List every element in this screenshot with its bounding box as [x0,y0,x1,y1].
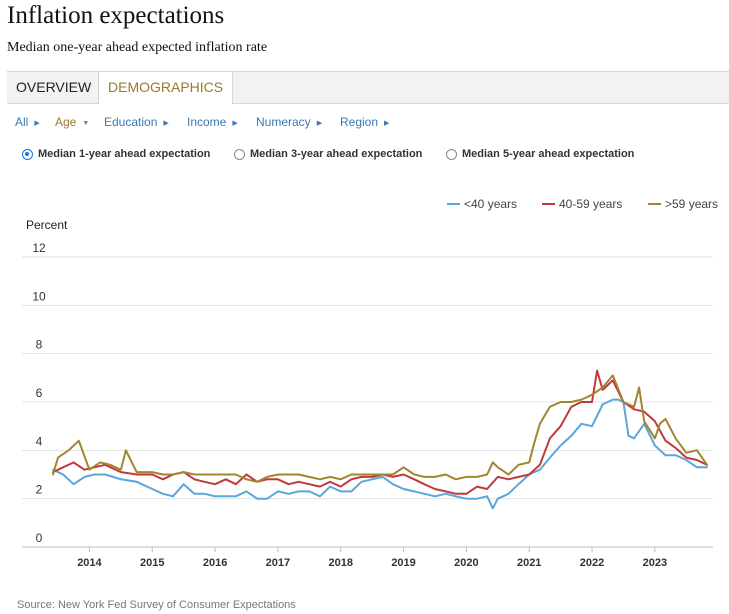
filter-region-label: Region [340,115,379,129]
y-tick-label: 0 [36,531,43,545]
y-tick-label: 10 [32,289,46,303]
legend-label-over-59: >59 years [665,197,719,211]
x-tick-label: 2021 [517,557,541,569]
legend-label-under-40: <40 years [464,197,518,211]
radio-checked-icon [22,148,33,160]
radio-1-year-label: Median 1-year ahead expectation [38,148,211,160]
filter-age-label: Age [55,115,77,129]
page-subtitle: Median one-year ahead expected inflation… [7,40,268,55]
chart-legend: <40 years 40-59 years >59 years [0,197,729,213]
y-tick-label: 2 [36,483,43,497]
x-tick-label: 2015 [140,557,164,569]
legend-label-40-59: 40-59 years [559,197,623,211]
y-axis: 0 2 4 6 8 10 12 [32,241,46,545]
filter-all[interactable]: All ▶ [15,115,40,129]
radio-5-year[interactable]: Median 5-year ahead expectation [446,148,634,160]
chart-grid [22,256,713,548]
radio-1-year[interactable]: Median 1-year ahead expectation [22,148,210,160]
y-tick-label: 4 [36,434,43,448]
x-tick-label: 2022 [580,557,604,569]
filter-education[interactable]: Education ▶ [104,115,169,129]
legend-item-40-59[interactable]: 40-59 years [542,197,622,211]
x-tick-label: 2019 [391,557,415,569]
x-tick-label: 2017 [266,557,290,569]
series-line-0[interactable] [52,398,708,510]
radio-3-year-label: Median 3-year ahead expectation [250,148,423,160]
x-tick-label: 2018 [328,557,352,569]
legend-swatch-under-40 [447,203,460,205]
tab-demographics[interactable]: DEMOGRAPHICS [98,72,234,104]
x-tick-label: 2014 [77,557,102,569]
caret-right-icon: ▶ [316,120,323,127]
y-tick-label: 12 [32,241,46,255]
legend-item-over-59[interactable]: >59 years [648,197,718,211]
caret-down-icon: ▼ [82,120,90,127]
y-tick-label: 6 [36,386,43,400]
legend-swatch-over-59 [648,203,661,205]
filter-region[interactable]: Region ▶ [340,115,389,129]
y-tick-label: 8 [36,338,43,352]
filter-education-label: Education [104,115,158,129]
caret-right-icon: ▶ [232,120,238,127]
page-title: Inflation expectations [7,2,225,29]
filter-income-label: Income [187,115,227,129]
radio-3-year[interactable]: Median 3-year ahead expectation [234,148,422,160]
caret-right-icon: ▶ [384,120,390,127]
tab-bar: OVERVIEW DEMOGRAPHICS [7,71,729,104]
legend-swatch-40-59 [542,203,555,205]
chart-series [52,369,708,510]
caret-right-icon: ▶ [163,120,169,127]
filter-age[interactable]: Age ▼ [55,115,89,129]
filter-numeracy[interactable]: Numeracy ▶ [256,115,322,129]
y-axis-label: Percent [26,218,68,232]
source-note: Source: New York Fed Survey of Consumer … [17,599,296,611]
legend-item-under-40[interactable]: <40 years [447,197,517,211]
x-tick-label: 2016 [203,557,227,569]
filter-numeracy-label: Numeracy [256,115,311,129]
x-axis: 2014 2015 2016 2017 2018 2019 2020 2021 2022 2023 [77,547,667,569]
radio-unchecked-icon [446,148,457,160]
radio-unchecked-icon [234,148,245,160]
x-tick-label: 2023 [643,557,667,569]
filter-income[interactable]: Income ▶ [187,115,238,129]
x-tick-label: 2020 [454,557,478,569]
filter-all-label: All [15,115,29,129]
line-chart: 2014 2015 2016 2017 2018 2019 2020 2021 2022 2023… [22,218,713,569]
radio-5-year-label: Median 5-year ahead expectation [462,148,635,160]
series-line-2[interactable] [52,374,708,483]
caret-right-icon: ▶ [34,120,40,127]
